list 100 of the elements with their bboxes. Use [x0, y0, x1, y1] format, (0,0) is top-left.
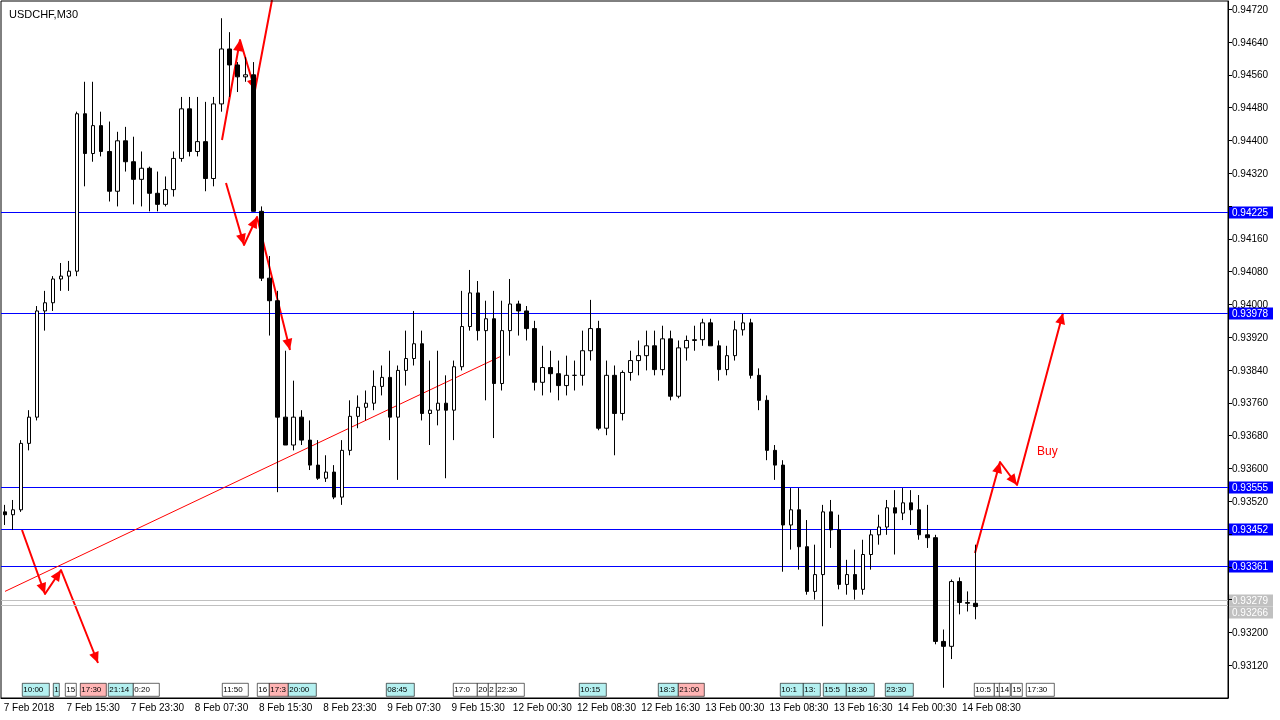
annotation: 23:30	[886, 684, 907, 694]
candlestick	[436, 350, 440, 426]
annotation: 20	[478, 684, 488, 694]
candlestick	[708, 318, 713, 347]
candlestick	[692, 325, 697, 352]
x-tick-label: 7 Feb 23:30	[130, 701, 185, 713]
candlestick	[107, 121, 112, 202]
candlestick	[877, 514, 881, 546]
x-tick-label: 12 Feb 16:30	[641, 701, 701, 713]
candlestick	[676, 339, 681, 399]
candlestick	[885, 499, 889, 536]
annotation: 08:45	[387, 684, 408, 694]
candlestick	[853, 549, 857, 601]
candlestick	[757, 367, 761, 411]
y-tick-label: 0.93920	[1232, 331, 1269, 343]
candlestick	[628, 350, 633, 382]
candlestick	[845, 559, 849, 596]
y-tick-label: 0.93680	[1232, 430, 1269, 442]
candlestick	[123, 126, 128, 173]
ref-line-label: 0.93361	[1232, 561, 1269, 572]
ref-line-label: 0.93279	[1232, 595, 1269, 606]
candlestick	[420, 330, 424, 421]
candlestick	[19, 439, 23, 513]
candlestick	[364, 390, 368, 421]
annotation: 10:00	[23, 684, 44, 694]
candlestick	[564, 355, 569, 396]
y-tick-label: 0.93760	[1232, 397, 1269, 409]
candlestick	[869, 529, 873, 571]
candlestick	[620, 369, 625, 421]
candlestick	[380, 364, 384, 396]
x-tick-label: 8 Feb 07:30	[194, 701, 249, 713]
x-tick-label: 7 Feb 15:30	[66, 701, 121, 713]
candlestick	[59, 262, 63, 292]
candlestick	[612, 364, 617, 456]
candlestick	[781, 459, 785, 573]
candlestick	[372, 369, 376, 411]
candlestick	[324, 454, 328, 483]
candlestick	[668, 330, 673, 401]
candlestick	[444, 374, 448, 479]
annotation: 11:50	[223, 684, 244, 694]
candlestick	[43, 290, 47, 332]
x-tick-label: 13 Feb 08:30	[769, 701, 829, 713]
candlestick	[227, 31, 232, 98]
text: USDCHF,M30	[9, 7, 79, 20]
ref-line-label: 0.94225	[1232, 207, 1269, 218]
candlestick	[267, 255, 272, 337]
candlestick	[965, 590, 970, 612]
annotation: 17:3	[270, 684, 287, 694]
x-tick-label: 13 Feb 16:30	[833, 701, 894, 713]
annotation: 10:15	[580, 684, 601, 694]
annotation: 17:30	[81, 684, 102, 694]
annotation: 15	[66, 684, 76, 694]
candlestick	[941, 629, 946, 689]
candlestick	[291, 380, 296, 451]
annotation: 13:	[804, 684, 816, 694]
y-tick-label: 0.94080	[1232, 266, 1269, 278]
candlestick	[460, 290, 464, 371]
candlestick	[332, 464, 336, 500]
candlestick	[27, 409, 31, 451]
candlestick	[163, 175, 168, 207]
candlestick	[235, 61, 240, 93]
candlestick	[524, 305, 529, 341]
candlestick	[187, 96, 192, 157]
candlestick	[604, 360, 609, 436]
candlestick	[3, 504, 7, 526]
candlestick	[428, 360, 432, 446]
annotation: 22:30	[497, 684, 518, 694]
candlestick	[299, 409, 304, 446]
y-tick-label: 0.94400	[1232, 134, 1269, 146]
candlestick	[316, 439, 320, 481]
candlestick	[532, 320, 537, 391]
candlestick	[83, 81, 87, 187]
annotation: 1	[54, 684, 60, 694]
candlestick	[283, 350, 288, 446]
candlestick	[725, 345, 729, 376]
candlestick	[789, 487, 793, 551]
candlestick	[67, 260, 71, 292]
candlestick	[644, 330, 649, 371]
candlestick	[733, 320, 737, 362]
candlestick	[741, 313, 745, 337]
candlestick	[492, 290, 496, 439]
annotation: 15	[1012, 684, 1022, 694]
candlestick	[508, 278, 512, 357]
ref-line-label: 0.93266	[1232, 607, 1269, 618]
y-tick-label: 0.94320	[1232, 167, 1269, 179]
candlestick	[251, 61, 256, 212]
candlestick	[476, 280, 480, 341]
x-tick-label: 14 Feb 00:30	[897, 701, 958, 713]
candlestick	[861, 539, 865, 596]
candlestick	[155, 171, 160, 212]
y-tick-label: 0.93520	[1232, 495, 1269, 507]
x-tick-label: 14 Feb 08:30	[961, 701, 1022, 713]
candlestick	[500, 300, 504, 391]
candlestick	[773, 444, 777, 481]
candlestick	[765, 394, 769, 461]
candlestick	[949, 579, 954, 660]
candlestick	[588, 299, 593, 362]
ref-line-label: 0.93555	[1232, 482, 1269, 493]
x-tick-label: 13 Feb 00:30	[705, 701, 765, 713]
ref-line-label: 0.93452	[1232, 524, 1269, 535]
